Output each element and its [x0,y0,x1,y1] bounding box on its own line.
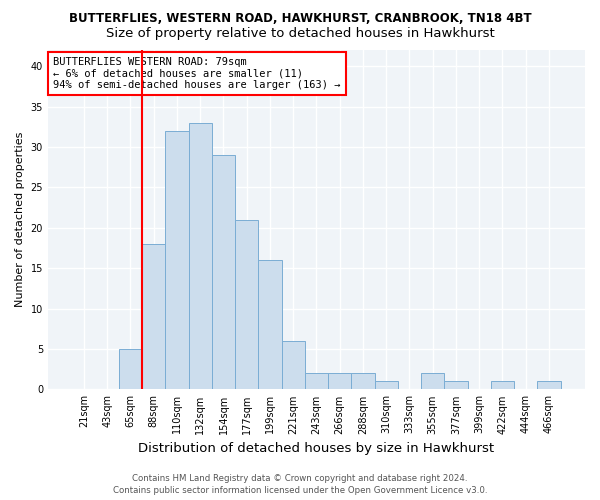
X-axis label: Distribution of detached houses by size in Hawkhurst: Distribution of detached houses by size … [139,442,494,455]
Bar [538,382,560,390]
Bar [491,382,514,390]
Bar [374,382,398,390]
Bar [445,382,467,390]
Bar [352,374,374,390]
Bar [142,244,166,390]
Text: Contains HM Land Registry data © Crown copyright and database right 2024.
Contai: Contains HM Land Registry data © Crown c… [113,474,487,495]
Bar [166,131,188,390]
Bar [421,374,445,390]
Y-axis label: Number of detached properties: Number of detached properties [15,132,25,308]
Bar [235,220,259,390]
Text: BUTTERFLIES, WESTERN ROAD, HAWKHURST, CRANBROOK, TN18 4BT: BUTTERFLIES, WESTERN ROAD, HAWKHURST, CR… [68,12,532,26]
Bar [259,260,281,390]
Bar [119,349,142,390]
Bar [212,155,235,390]
Bar [305,374,328,390]
Bar [328,374,352,390]
Text: Size of property relative to detached houses in Hawkhurst: Size of property relative to detached ho… [106,28,494,40]
Bar [281,341,305,390]
Text: BUTTERFLIES WESTERN ROAD: 79sqm
← 6% of detached houses are smaller (11)
94% of : BUTTERFLIES WESTERN ROAD: 79sqm ← 6% of … [53,57,341,90]
Bar [188,122,212,390]
